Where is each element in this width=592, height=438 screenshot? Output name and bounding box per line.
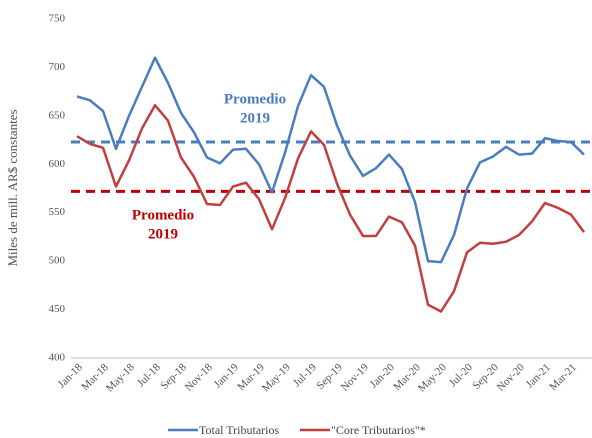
annotation: Promedio — [132, 207, 194, 223]
annotation: 2019 — [240, 110, 270, 126]
y-tick-label: 400 — [49, 352, 66, 364]
x-tick-label: May-18 — [104, 361, 137, 394]
x-tick-label: Nov-18 — [183, 361, 216, 394]
annotation: Promedio — [224, 91, 286, 107]
y-tick-label: 700 — [49, 61, 66, 73]
annotation: 2019 — [148, 226, 178, 242]
y-tick-label: 550 — [49, 206, 66, 218]
x-tick-label: Nov-19 — [339, 361, 372, 394]
y-tick-label: 750 — [49, 13, 66, 25]
series-line — [76, 56, 585, 264]
x-tick-label: May-19 — [260, 361, 293, 394]
y-tick-label: 650 — [49, 109, 66, 121]
y-tick-label: 600 — [49, 158, 66, 170]
legend-label: "Core Tributarios"* — [331, 423, 426, 437]
y-axis-label: Miles de mill. AR$ constantes — [5, 109, 20, 266]
x-tick-label: Nov-20 — [495, 361, 528, 394]
y-tick-label: 500 — [49, 255, 66, 267]
x-tick-label: May-20 — [416, 361, 449, 394]
series-line — [76, 103, 586, 313]
y-tick-label: 450 — [49, 303, 66, 315]
legend-label: Total Tributarios — [199, 423, 279, 437]
x-tick-label: Mar-21 — [547, 361, 579, 393]
